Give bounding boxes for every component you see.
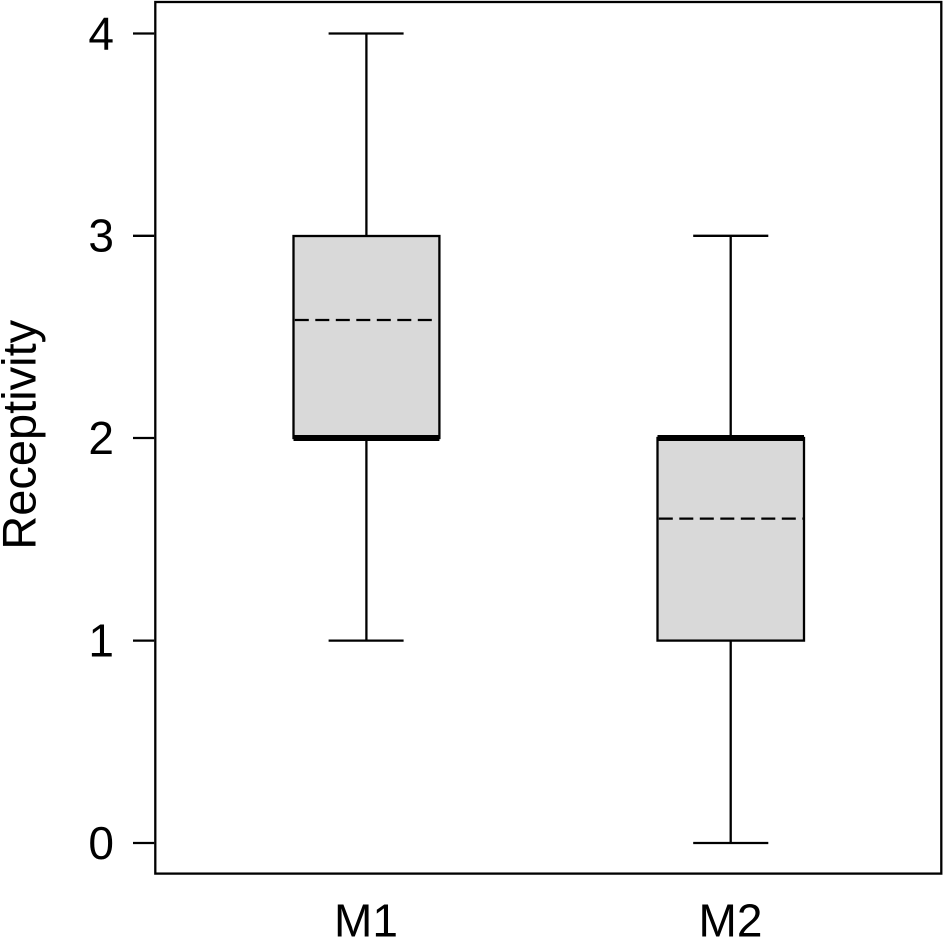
svg-text:0: 0 xyxy=(88,817,114,869)
svg-text:3: 3 xyxy=(88,210,114,262)
svg-text:2: 2 xyxy=(88,412,114,464)
svg-text:4: 4 xyxy=(88,7,114,59)
svg-text:M2: M2 xyxy=(699,895,763,937)
svg-text:1: 1 xyxy=(88,614,114,666)
svg-text:Receptivity: Receptivity xyxy=(0,319,45,549)
svg-text:M1: M1 xyxy=(334,895,398,937)
